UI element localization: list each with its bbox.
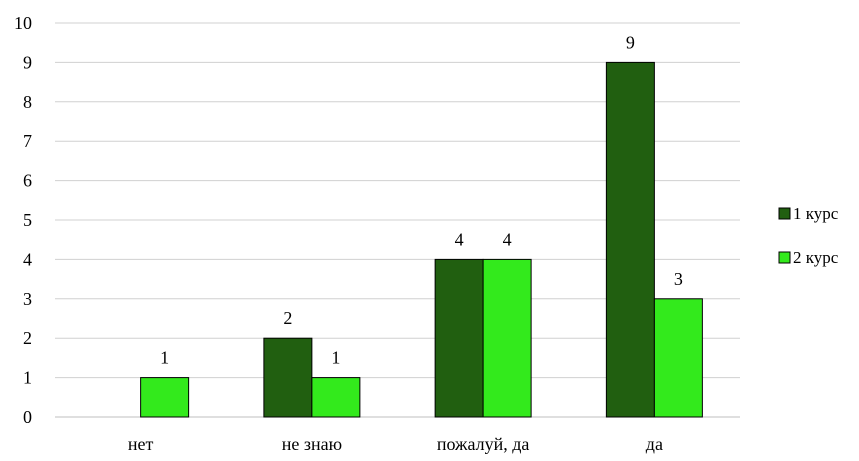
y-tick-label: 3 bbox=[23, 289, 32, 309]
x-category-label: да bbox=[646, 434, 663, 454]
y-tick-label: 10 bbox=[14, 13, 32, 33]
bar bbox=[311, 377, 361, 418]
bar bbox=[434, 258, 484, 418]
y-tick-label: 0 bbox=[23, 407, 32, 427]
y-tick-label: 7 bbox=[23, 131, 32, 151]
x-axis-category-labels: нет не знаю пожалуй, да да bbox=[128, 434, 663, 454]
legend-label: 1 курс bbox=[793, 204, 839, 223]
legend-swatch bbox=[778, 251, 791, 264]
data-label: 1 bbox=[160, 348, 169, 368]
data-label: 4 bbox=[455, 229, 464, 249]
data-label: 2 bbox=[283, 308, 292, 328]
legend-label: 2 курс bbox=[793, 248, 839, 267]
data-labels: 1 2 1 4 4 9 3 bbox=[160, 32, 683, 367]
y-axis-tick-labels: 0 1 2 3 4 5 6 7 8 9 10 bbox=[14, 13, 32, 427]
bar bbox=[263, 337, 313, 418]
data-label: 1 bbox=[331, 348, 340, 368]
y-tick-label: 5 bbox=[23, 210, 32, 230]
y-tick-label: 4 bbox=[23, 249, 32, 269]
data-label: 9 bbox=[626, 32, 635, 52]
y-tick-label: 9 bbox=[23, 52, 32, 72]
bar bbox=[605, 61, 655, 418]
bar bbox=[653, 298, 703, 418]
x-category-label: нет bbox=[128, 434, 154, 454]
x-category-label: пожалуй, да bbox=[437, 434, 530, 454]
y-tick-label: 8 bbox=[23, 92, 32, 112]
bars bbox=[140, 61, 703, 418]
bar bbox=[140, 377, 190, 418]
legend: 1 курс 2 курс bbox=[778, 204, 839, 267]
data-label: 3 bbox=[674, 269, 683, 289]
legend-swatch bbox=[778, 207, 791, 220]
x-category-label: не знаю bbox=[282, 434, 342, 454]
data-label: 4 bbox=[503, 229, 512, 249]
y-tick-label: 2 bbox=[23, 328, 32, 348]
bar bbox=[482, 258, 532, 418]
y-tick-label: 1 bbox=[23, 368, 32, 388]
y-tick-label: 6 bbox=[23, 171, 32, 191]
